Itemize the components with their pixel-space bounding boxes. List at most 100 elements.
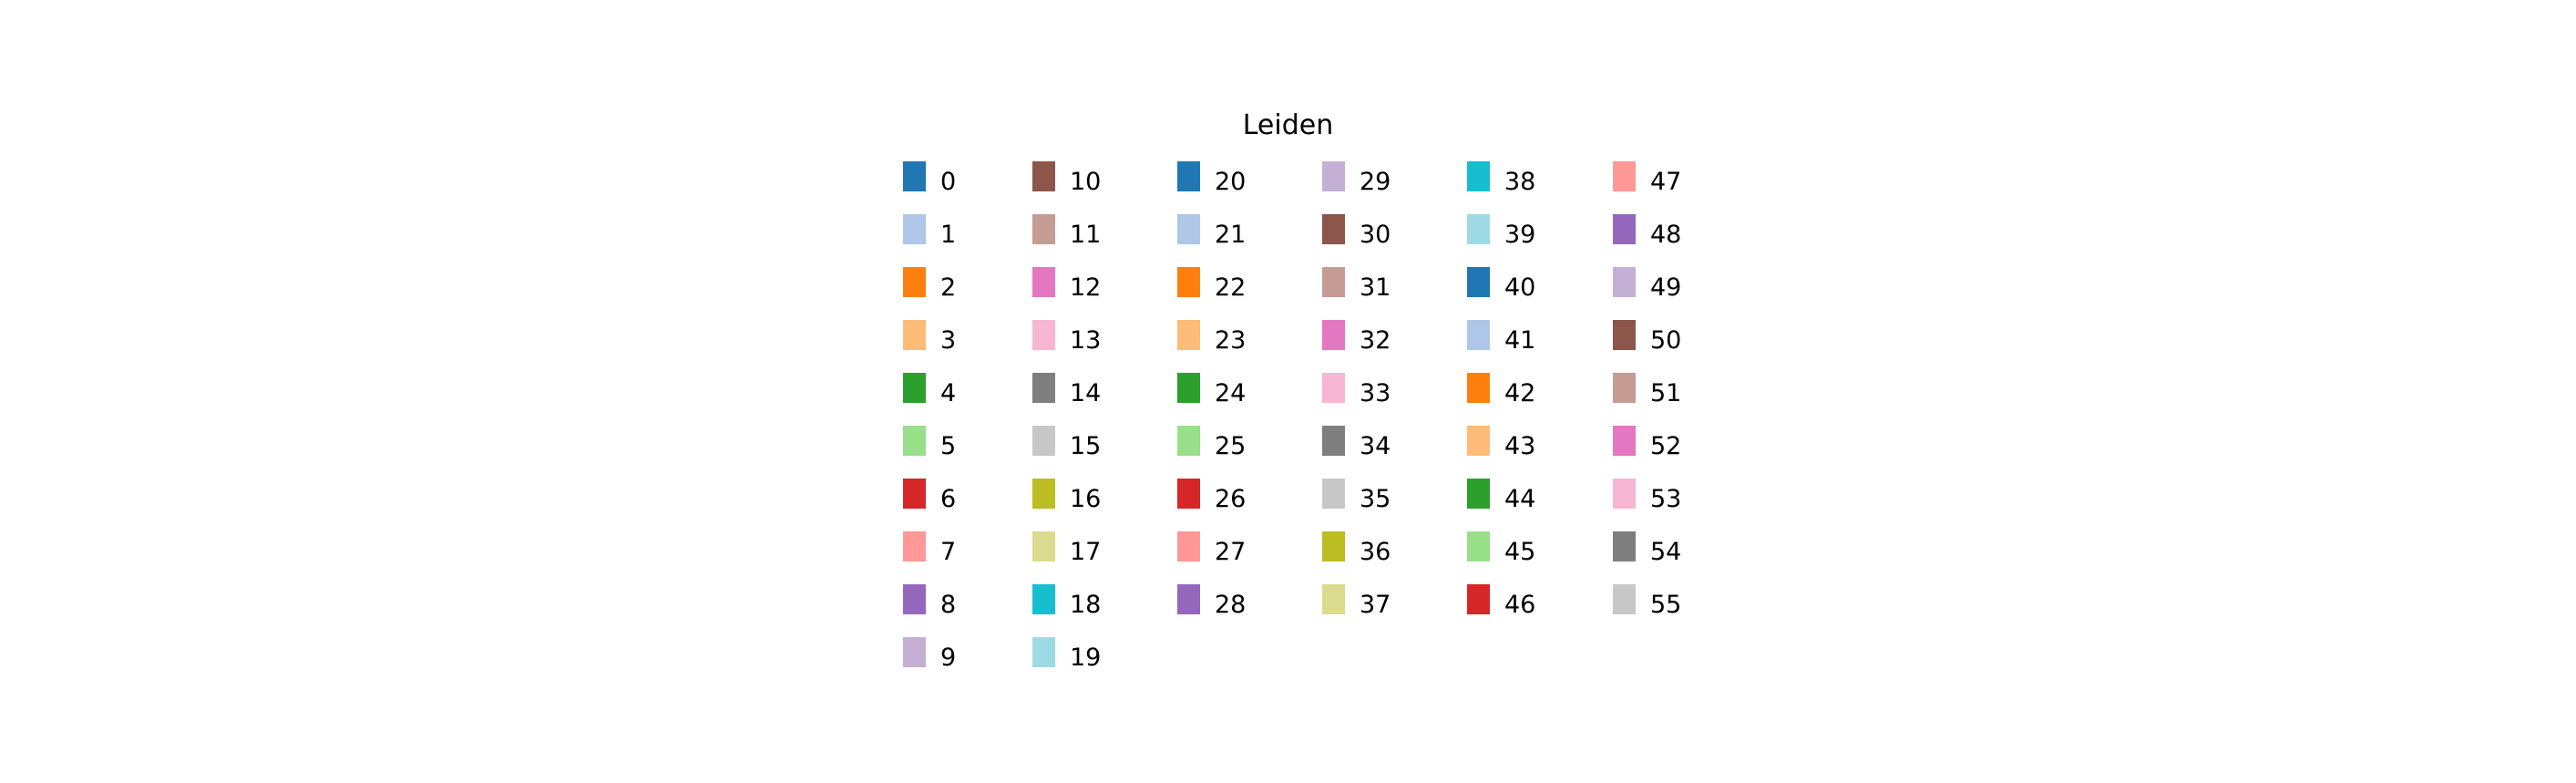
legend-label-10: 10 (1070, 168, 1101, 196)
legend-entry-22: 22 (1177, 267, 1246, 302)
legend-label-54: 54 (1650, 538, 1681, 566)
legend-label-15: 15 (1070, 432, 1101, 460)
legend-label-27: 27 (1215, 538, 1246, 566)
legend-swatch-54 (1613, 531, 1636, 561)
legend-swatch-21 (1177, 214, 1200, 244)
legend-entry-7: 7 (903, 531, 956, 566)
legend-swatch-16 (1032, 479, 1055, 509)
legend-swatch-8 (903, 584, 926, 614)
legend-label-44: 44 (1504, 485, 1535, 513)
legend-swatch-36 (1322, 531, 1345, 561)
legend-entry-52: 52 (1613, 426, 1681, 460)
legend-label-12: 12 (1070, 273, 1101, 302)
legend-label-0: 0 (940, 168, 956, 196)
legend-label-4: 4 (940, 379, 956, 407)
legend-label-23: 23 (1215, 326, 1246, 355)
legend-label-53: 53 (1650, 485, 1681, 513)
legend-entry-32: 32 (1322, 320, 1391, 355)
legend-swatch-29 (1322, 161, 1345, 191)
legend-swatch-5 (903, 426, 926, 456)
legend-label-13: 13 (1070, 326, 1101, 355)
legend-label-55: 55 (1650, 591, 1681, 619)
legend-entry-3: 3 (903, 320, 956, 355)
legend-swatch-34 (1322, 426, 1345, 456)
legend-swatch-1 (903, 214, 926, 244)
legend-label-5: 5 (940, 432, 956, 460)
legend-label-49: 49 (1650, 273, 1681, 302)
legend-label-30: 30 (1360, 221, 1391, 249)
legend-entry-25: 25 (1177, 426, 1246, 460)
legend-entry-2: 2 (903, 267, 956, 302)
legend-entry-27: 27 (1177, 531, 1246, 566)
legend-swatch-9 (903, 637, 926, 667)
legend-swatch-41 (1467, 320, 1490, 350)
legend-swatch-24 (1177, 373, 1200, 403)
legend-swatch-27 (1177, 531, 1200, 561)
legend-swatch-38 (1467, 161, 1490, 191)
legend-swatch-39 (1467, 214, 1490, 244)
legend-swatch-44 (1467, 479, 1490, 509)
legend-swatch-3 (903, 320, 926, 350)
legend-label-38: 38 (1504, 168, 1535, 196)
legend-label-40: 40 (1504, 273, 1535, 302)
legend-label-19: 19 (1070, 644, 1101, 672)
legend-entry-40: 40 (1467, 267, 1535, 302)
legend-swatch-12 (1032, 267, 1055, 297)
legend-entry-54: 54 (1613, 531, 1681, 566)
legend-entry-34: 34 (1322, 426, 1391, 460)
legend-label-52: 52 (1650, 432, 1681, 460)
legend-label-26: 26 (1215, 485, 1246, 513)
legend-label-43: 43 (1504, 432, 1535, 460)
legend-swatch-0 (903, 161, 926, 191)
legend-entry-0: 0 (903, 161, 956, 196)
legend-swatch-10 (1032, 161, 1055, 191)
legend-entry-24: 24 (1177, 373, 1246, 407)
legend-swatch-25 (1177, 426, 1200, 456)
legend-label-16: 16 (1070, 485, 1101, 513)
legend-label-33: 33 (1360, 379, 1391, 407)
legend-swatch-47 (1613, 161, 1636, 191)
legend-entry-14: 14 (1032, 373, 1101, 407)
legend-entry-53: 53 (1613, 479, 1681, 513)
legend-entry-36: 36 (1322, 531, 1391, 566)
legend-label-46: 46 (1504, 591, 1535, 619)
legend-swatch-17 (1032, 531, 1055, 561)
legend-entry-48: 48 (1613, 214, 1681, 249)
legend-entry-51: 51 (1613, 373, 1681, 407)
legend-swatch-37 (1322, 584, 1345, 614)
legend-entry-37: 37 (1322, 584, 1391, 619)
legend-entry-35: 35 (1322, 479, 1391, 513)
legend-swatch-15 (1032, 426, 1055, 456)
legend-entry-13: 13 (1032, 320, 1101, 355)
legend-label-25: 25 (1215, 432, 1246, 460)
legend-entry-16: 16 (1032, 479, 1101, 513)
legend-swatch-19 (1032, 637, 1055, 667)
legend-entry-44: 44 (1467, 479, 1535, 513)
legend-swatch-55 (1613, 584, 1636, 614)
legend-entry-43: 43 (1467, 426, 1535, 460)
legend-label-6: 6 (940, 485, 956, 513)
legend-entry-4: 4 (903, 373, 956, 407)
legend-label-29: 29 (1360, 168, 1391, 196)
legend-entry-29: 29 (1322, 161, 1391, 196)
legend-entry-12: 12 (1032, 267, 1101, 302)
legend-entry-6: 6 (903, 479, 956, 513)
legend-swatch-30 (1322, 214, 1345, 244)
legend-swatch-52 (1613, 426, 1636, 456)
legend-entry-39: 39 (1467, 214, 1535, 249)
legend-swatch-11 (1032, 214, 1055, 244)
legend-entry-23: 23 (1177, 320, 1246, 355)
legend-swatch-7 (903, 531, 926, 561)
legend-entry-30: 30 (1322, 214, 1391, 249)
legend-entry-31: 31 (1322, 267, 1391, 302)
legend-label-48: 48 (1650, 221, 1681, 249)
legend-label-34: 34 (1360, 432, 1391, 460)
legend-swatch-22 (1177, 267, 1200, 297)
legend-label-7: 7 (940, 538, 956, 566)
legend-entry-55: 55 (1613, 584, 1681, 619)
legend-title: Leiden (1242, 109, 1334, 141)
legend-entry-49: 49 (1613, 267, 1681, 302)
legend-swatch-46 (1467, 584, 1490, 614)
legend-swatch-4 (903, 373, 926, 403)
